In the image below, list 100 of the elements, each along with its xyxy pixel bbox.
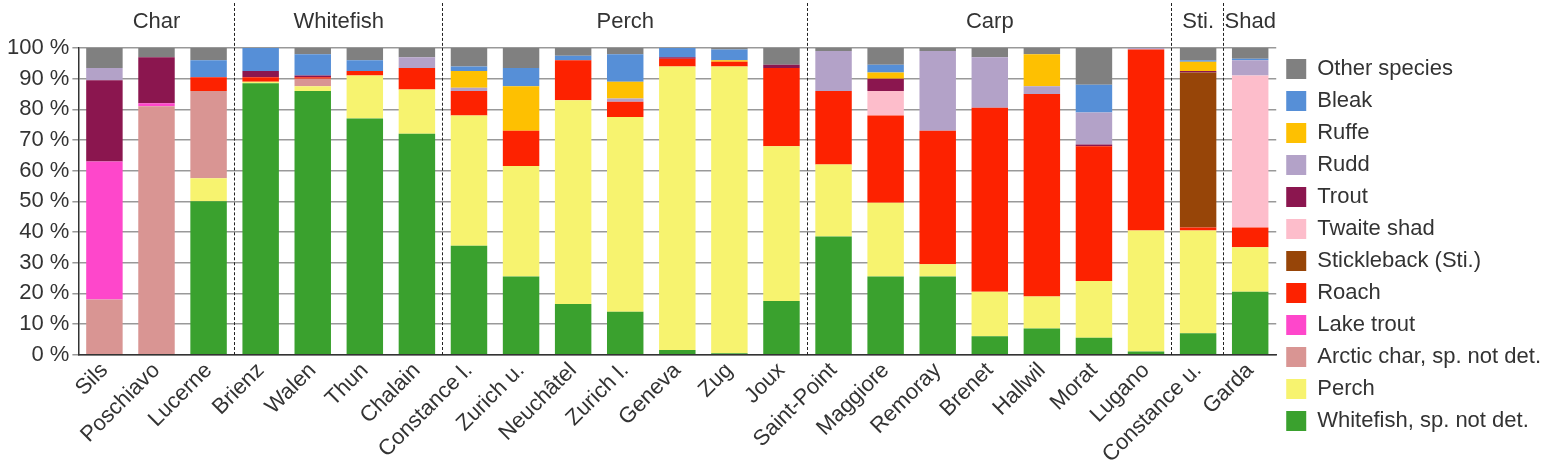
bar [867, 115, 904, 203]
bar [1023, 296, 1061, 329]
legend-label: Twaite shad [1317, 215, 1435, 241]
bar [1075, 281, 1113, 338]
legend-label: Roach [1317, 279, 1381, 305]
bar [1023, 54, 1061, 87]
bar [1075, 112, 1113, 145]
bar [659, 66, 696, 351]
bar [502, 130, 540, 167]
legend-label: Rudd [1317, 151, 1370, 177]
bar [1023, 328, 1061, 354]
bar [294, 54, 331, 76]
bar [1023, 48, 1061, 55]
bar [450, 115, 488, 246]
bar [346, 60, 384, 71]
bar [554, 48, 592, 56]
text: Shad [1224, 8, 1276, 34]
bar [242, 71, 279, 78]
bar [971, 48, 1009, 58]
y-tick-label: 100 % [6, 34, 70, 60]
legend-label: Lake trout [1317, 311, 1416, 337]
bar [502, 86, 540, 131]
bar [919, 48, 956, 52]
bar [138, 57, 175, 104]
bar [1023, 94, 1061, 297]
bar [346, 48, 384, 61]
y-tick-label: 90 % [19, 64, 70, 90]
bar [815, 236, 852, 354]
bar [502, 166, 540, 277]
bar [398, 48, 436, 58]
text: Char [132, 8, 181, 34]
bar [1075, 146, 1113, 282]
bar [450, 90, 488, 116]
bar [607, 98, 644, 102]
bar [1231, 227, 1269, 248]
bar [242, 48, 279, 71]
bar [1231, 247, 1269, 292]
y-tick-label: 60 % [19, 156, 70, 182]
bar [867, 78, 904, 91]
bar [815, 90, 852, 165]
y-tick-label: 40 % [19, 218, 70, 244]
bar [763, 301, 800, 354]
bar [919, 264, 956, 277]
bar [867, 90, 904, 116]
bar [659, 350, 696, 354]
bar [607, 101, 644, 117]
bar [346, 71, 384, 76]
y-tick-label: 30 % [19, 248, 70, 274]
bar [711, 49, 748, 61]
bar [607, 81, 644, 99]
bar [971, 336, 1009, 354]
legend-label: Trout [1317, 183, 1368, 209]
bar [86, 299, 123, 354]
bar [763, 67, 800, 147]
bar [607, 117, 644, 312]
bar [294, 48, 331, 55]
bar [190, 178, 227, 202]
bar [971, 107, 1009, 292]
bar [86, 161, 123, 300]
bar [1231, 291, 1269, 354]
bar [398, 133, 436, 354]
bar [502, 48, 540, 68]
bar [919, 130, 956, 265]
bar [867, 48, 904, 65]
bar [971, 57, 1009, 108]
bar [1179, 227, 1217, 231]
bar [815, 164, 852, 237]
bar [138, 48, 175, 58]
bar [1179, 48, 1217, 61]
bar [294, 86, 331, 91]
text: Sti. [1182, 8, 1215, 34]
bar [242, 77, 279, 82]
bar [1179, 230, 1217, 334]
bar [607, 311, 644, 354]
bar [86, 48, 123, 68]
bar [1127, 230, 1165, 352]
legend-label: Whitefish, sp. not det. [1317, 407, 1529, 433]
bar [607, 48, 644, 55]
bar [1179, 61, 1217, 71]
y-tick-label: 80 % [19, 95, 70, 121]
text: Whitefish [293, 8, 385, 34]
bar [554, 100, 592, 305]
bar [294, 78, 331, 87]
bar [1231, 48, 1269, 59]
bar [1075, 48, 1113, 85]
y-tick-label: 0 % [31, 340, 70, 366]
bar [554, 60, 592, 101]
bar [138, 103, 175, 107]
bar [763, 48, 800, 65]
bar [86, 67, 123, 81]
bar [919, 51, 956, 131]
bar [294, 90, 331, 354]
bar [1075, 84, 1113, 113]
bar [554, 304, 592, 354]
bar [1127, 49, 1165, 231]
bar [919, 276, 956, 354]
bar [815, 48, 852, 52]
bar [398, 67, 436, 90]
bar [1231, 60, 1269, 76]
bar [242, 83, 279, 354]
